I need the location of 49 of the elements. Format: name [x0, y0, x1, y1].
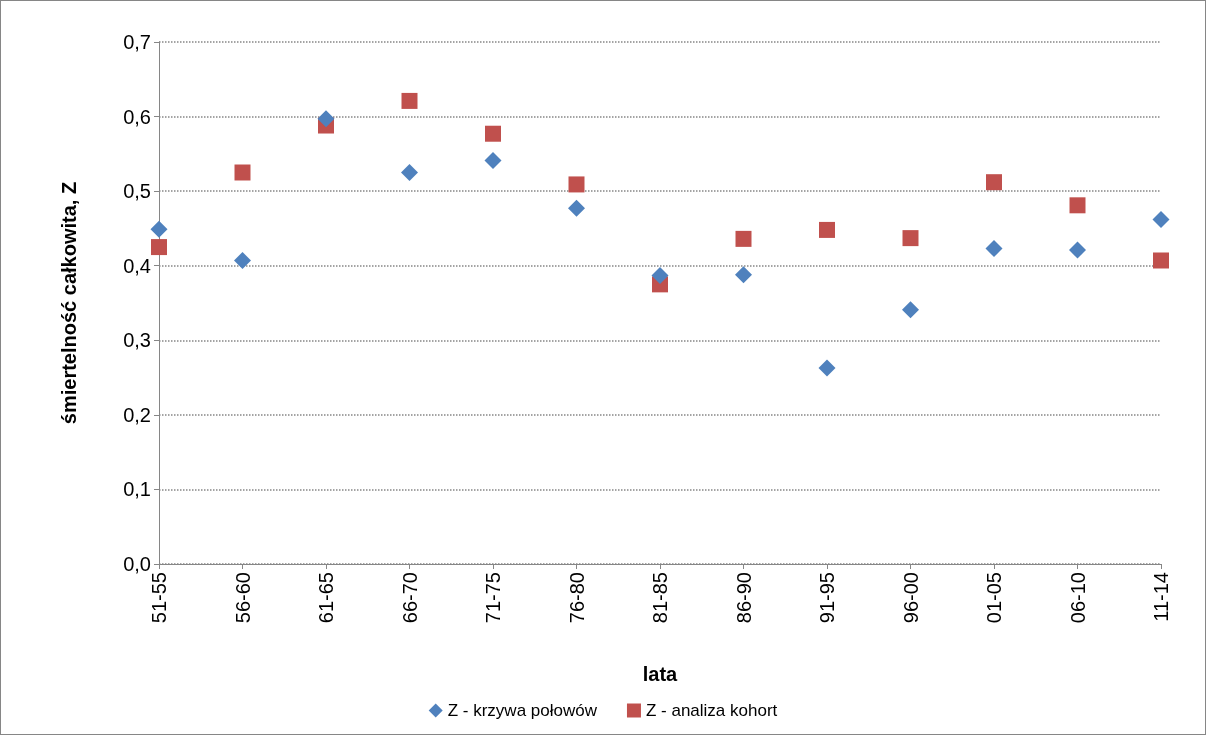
x-tick-label: 66-70	[398, 572, 421, 624]
point	[234, 164, 251, 181]
point	[985, 240, 1003, 258]
point	[485, 125, 501, 142]
x-tick-label: 81-85	[649, 572, 671, 624]
point	[1152, 210, 1170, 228]
point	[1069, 241, 1086, 259]
point	[401, 164, 418, 181]
point	[902, 230, 919, 247]
y-tick-label: 0,6	[123, 105, 151, 128]
point	[902, 301, 919, 319]
point	[819, 221, 835, 238]
y-tick-label: 0,5	[123, 180, 151, 203]
x-tick-label: 91-95	[816, 572, 838, 624]
point	[317, 110, 335, 128]
point	[150, 220, 168, 238]
legend-label: Z - krzywa połowów	[447, 701, 598, 720]
legend-label: Z - analiza kohort	[645, 701, 778, 720]
x-tick-label: 71-75	[482, 572, 504, 624]
y-tick-label: 0,0	[123, 553, 151, 575]
y-axis-title: śmiertelność całkowita, Z	[58, 181, 80, 425]
point	[234, 251, 251, 269]
y-tick-label: 0,2	[123, 403, 151, 426]
y-tick-label: 0,3	[123, 329, 151, 352]
x-tick-label: 61-65	[315, 572, 337, 624]
y-tick-label: 0,1	[123, 478, 151, 501]
point	[986, 174, 1002, 191]
x-axis-title: lata	[642, 663, 679, 685]
point	[1153, 252, 1169, 269]
point	[151, 239, 167, 256]
x-tick-label: 01-05	[983, 572, 1005, 624]
point	[1069, 197, 1086, 214]
x-tick-label: 86-90	[732, 572, 755, 624]
point	[484, 152, 502, 170]
x-tick-label: 76-80	[565, 572, 588, 624]
point	[818, 359, 836, 377]
point	[401, 92, 418, 109]
x-tick-label: 06-10	[1066, 572, 1089, 624]
y-tick-label: 0,4	[123, 254, 151, 277]
x-tick-label: 11-14	[1150, 572, 1172, 622]
point	[735, 230, 752, 247]
point	[568, 199, 585, 217]
x-tick-label: 56-60	[231, 572, 254, 624]
point	[735, 266, 752, 284]
x-tick-label: 51-55	[148, 572, 170, 624]
y-tick-label: 0,7	[123, 31, 151, 53]
x-tick-label: 96-00	[899, 572, 922, 624]
point	[568, 176, 585, 193]
point	[651, 266, 669, 284]
